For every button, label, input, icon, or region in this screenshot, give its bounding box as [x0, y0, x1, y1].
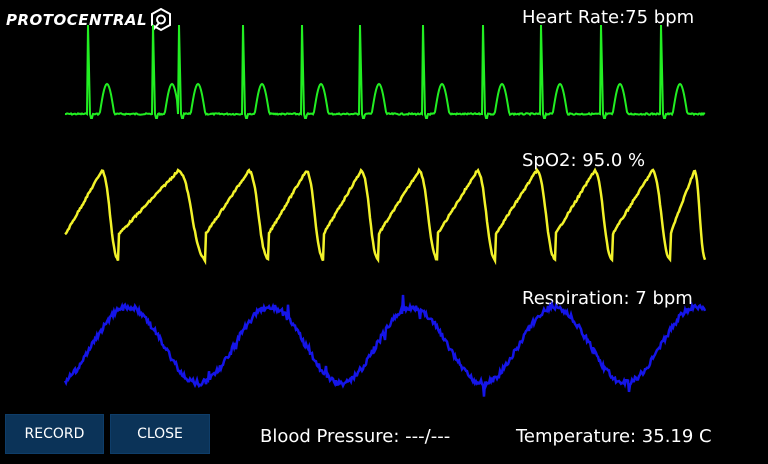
- respiration-readout: Respiration: 7 bpm: [522, 288, 693, 309]
- ecg-trace: [64, 24, 706, 119]
- spo2-waveform: [64, 167, 707, 266]
- heart-rate-readout: Heart Rate:75 bpm: [522, 7, 695, 28]
- spo2-readout: SpO2: 95.0 %: [522, 150, 646, 171]
- blood-pressure-readout: Blood Pressure: ---/---: [260, 426, 451, 447]
- ppg-trace: [64, 167, 707, 266]
- brand-name: PROTOCENTRAL: [6, 11, 148, 29]
- respiration-trace: [63, 294, 707, 397]
- protocentral-logo: PROTOCENTRAL: [6, 8, 172, 32]
- ecg-waveform: [64, 24, 706, 119]
- record-button[interactable]: RECORD: [5, 414, 104, 454]
- respiration-waveform: [63, 294, 707, 397]
- close-button[interactable]: CLOSE: [110, 414, 210, 454]
- temperature-readout: Temperature: 35.19 C: [516, 426, 712, 447]
